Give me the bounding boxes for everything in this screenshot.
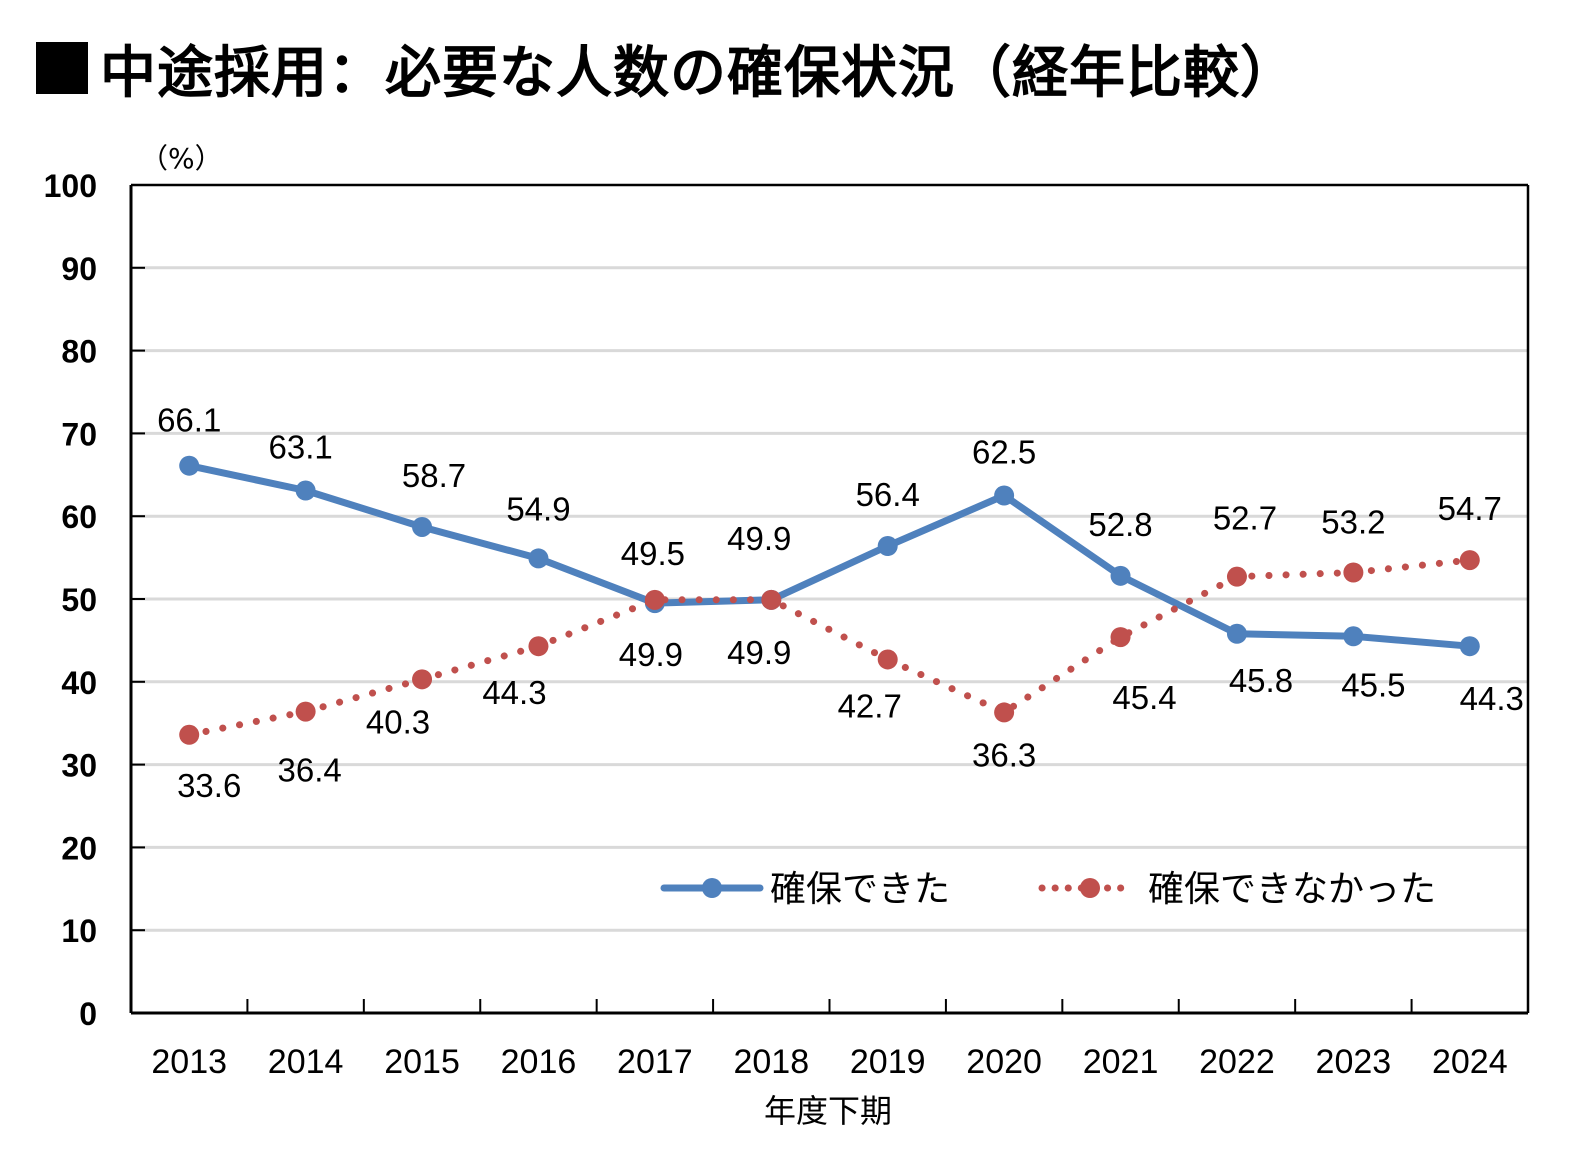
series-not-secured [179, 550, 1480, 745]
data-point-marker [1343, 626, 1364, 647]
data-point-marker [179, 455, 200, 476]
data-label: 53.2 [1321, 504, 1385, 541]
data-label: 45.8 [1229, 662, 1293, 699]
x-tick-label: 2016 [501, 1043, 577, 1081]
data-label: 49.9 [727, 634, 791, 671]
data-label: 66.1 [157, 402, 221, 439]
data-point-marker [761, 589, 782, 610]
data-point-marker [1110, 627, 1131, 648]
y-tick-label: 80 [61, 334, 97, 370]
data-label: 33.6 [177, 767, 241, 804]
chart-title-text: 中途採用：必要な人数の確保状況（経年比較） [100, 40, 1297, 106]
data-label: 42.7 [838, 687, 902, 724]
data-label: 44.3 [482, 674, 546, 711]
data-point-marker [994, 485, 1015, 506]
legend: 確保できた 確保できなかった [660, 869, 1436, 910]
data-point-marker [1226, 623, 1247, 644]
data-label: 58.7 [402, 457, 466, 494]
x-tick-label: 2018 [733, 1043, 809, 1081]
data-label: 56.4 [856, 476, 920, 513]
series-line-dotted [185, 556, 1474, 739]
data-point-marker [528, 636, 549, 657]
y-tick-label: 90 [61, 251, 97, 287]
x-tick-label: 2015 [384, 1043, 460, 1081]
data-label: 36.3 [972, 736, 1036, 773]
x-tick-label: 2023 [1316, 1043, 1392, 1081]
y-tick-label: 70 [61, 416, 97, 452]
legend-marker-icon [1080, 878, 1100, 898]
series-line-solid [188, 462, 1471, 650]
data-point-marker [528, 548, 549, 569]
legend-label: 確保できた [770, 869, 950, 910]
data-point-marker [877, 536, 898, 557]
x-tick-label: 2024 [1432, 1043, 1508, 1081]
x-tick-label: 2017 [617, 1043, 693, 1081]
data-label: 52.7 [1213, 500, 1277, 537]
data-label: 54.7 [1438, 490, 1502, 527]
data-point-marker [412, 669, 433, 690]
data-labels: 66.1 63.1 58.7 54.9 49.5 49.9 56.4 62.5 52.8 45.8… [157, 402, 1524, 804]
data-label: 52.8 [1088, 506, 1152, 543]
square-bullet-icon [36, 42, 88, 94]
y-tick-label: 10 [61, 913, 97, 949]
data-label: 45.5 [1341, 666, 1405, 703]
legend-item-secured: 確保できた [660, 869, 950, 910]
x-tick-label: 2022 [1199, 1043, 1275, 1081]
data-label: 62.5 [972, 434, 1036, 471]
y-tick-label: 20 [61, 830, 97, 866]
data-point-marker [644, 589, 665, 610]
data-point-marker [1459, 550, 1480, 571]
data-label: 44.3 [1460, 680, 1524, 717]
legend-label: 確保できなかった [1148, 869, 1436, 910]
legend-item-not-secured: 確保できなかった [1038, 869, 1436, 910]
data-label: 36.4 [278, 752, 342, 789]
legend-marker-icon [702, 878, 722, 898]
x-tick-label: 2019 [850, 1043, 926, 1081]
data-label: 45.4 [1112, 679, 1176, 716]
data-point-marker [1226, 566, 1247, 587]
data-point-marker [1110, 565, 1131, 586]
data-point-marker [1343, 562, 1364, 583]
x-tick-label: 2013 [151, 1043, 227, 1081]
x-axis-title: 年度下期 [764, 1092, 892, 1130]
data-point-marker [1459, 636, 1480, 657]
x-tick-label: 2021 [1083, 1043, 1159, 1081]
data-point-marker [295, 480, 316, 501]
y-tick-label: 0 [79, 996, 97, 1032]
chart-title: 中途採用：必要な人数の確保状況（経年比較） [36, 28, 1297, 108]
y-axis-unit-label: （%） [140, 142, 223, 175]
x-tick-label: 2020 [966, 1043, 1042, 1081]
data-point-marker [295, 701, 316, 722]
y-tick-label: 40 [61, 665, 97, 701]
y-tick-label: 50 [61, 582, 97, 618]
y-tick-label: 100 [44, 168, 97, 204]
data-point-marker [994, 702, 1015, 723]
data-label: 63.1 [269, 429, 333, 466]
data-label: 49.9 [727, 520, 791, 557]
data-point-marker [179, 724, 200, 745]
y-tick-label: 60 [61, 499, 97, 535]
data-point-marker [412, 516, 433, 537]
data-label: 40.3 [366, 703, 430, 740]
data-label: 54.9 [506, 490, 570, 527]
gridlines [131, 266, 1528, 932]
x-tick-label: 2014 [268, 1043, 344, 1081]
series-layer [179, 455, 1480, 745]
y-tick-label: 30 [61, 748, 97, 784]
y-axis-ticks: 0 10 20 30 40 50 60 70 80 90 100 [44, 168, 145, 1032]
x-axis-ticks: 2013 2014 2015 2016 2017 2018 2019 2020 2021 2022… [151, 999, 1508, 1081]
data-label: 49.9 [619, 636, 683, 673]
data-label: 49.5 [621, 535, 685, 572]
data-point-marker [877, 649, 898, 670]
